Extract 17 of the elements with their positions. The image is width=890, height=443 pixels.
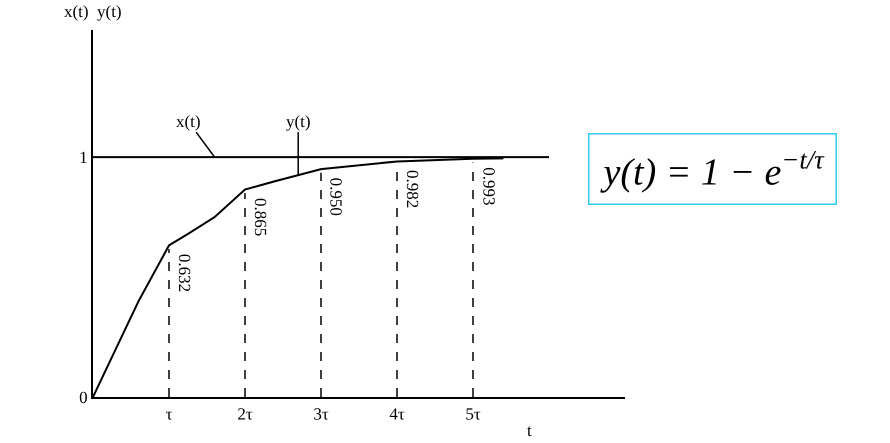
data-label: 0.865 — [251, 198, 270, 236]
y-axis-title: x(t) y(t) — [64, 2, 122, 21]
y-tick-label: 1 — [79, 148, 88, 168]
x-tick-label: 3τ — [313, 404, 329, 424]
data-label: 0.632 — [174, 254, 194, 292]
x-tick-label: 5τ — [465, 404, 481, 424]
y-tick-label: 0 — [79, 388, 88, 407]
text: y(t) — [286, 112, 311, 131]
data-label: 0.993 — [479, 167, 498, 206]
x-axis-title: t — [527, 421, 532, 440]
x-tick-label: 4τ — [389, 404, 405, 424]
data-label: 0.950 — [326, 178, 346, 216]
x-tick-label: 2τ — [237, 404, 253, 424]
data-label: 0.982 — [402, 170, 422, 208]
x-tick-label: τ — [166, 404, 173, 424]
series-label: x(t) — [176, 112, 201, 131]
annotation: y(t) = 1 − e$^{−t/τ}$ — [600, 144, 826, 194]
